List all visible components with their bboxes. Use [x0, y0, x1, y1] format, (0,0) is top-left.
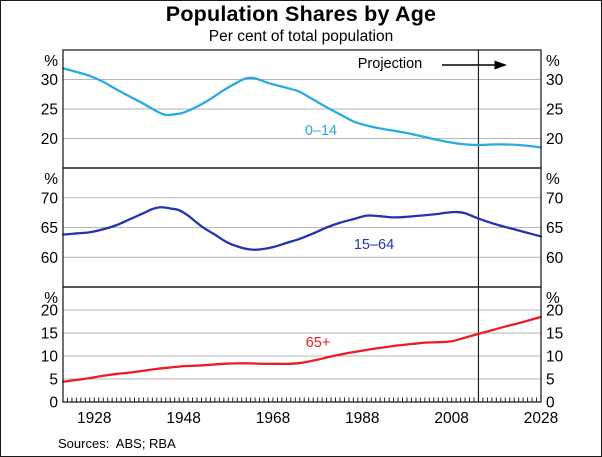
x-tick-label: 1968 [256, 410, 290, 427]
y-tick-label-left: 10 [41, 349, 59, 366]
y-axis-unit-left: % [44, 53, 58, 70]
y-axis-unit-right: % [546, 171, 560, 188]
series-line-2 [61, 315, 543, 383]
y-tick-label-left: 60 [41, 250, 59, 267]
y-tick-label-left: 65 [41, 220, 58, 237]
x-tick-label: 1988 [345, 410, 379, 427]
y-tick-label-left: 25 [41, 102, 58, 119]
series-label-15-64: 15–64 [353, 237, 395, 253]
y-tick-label-right: 0 [546, 395, 555, 412]
series-label-65-plus: 65+ [305, 335, 331, 351]
y-tick-label-right: 70 [546, 190, 564, 207]
y-tick-label-right: 5 [546, 372, 555, 389]
y-tick-label-left: 70 [41, 190, 59, 207]
y-axis-unit-left: % [44, 290, 58, 307]
chart-title: Population Shares by Age [165, 2, 437, 26]
x-tick-label: 2028 [524, 410, 558, 427]
y-tick-label-right: 20 [546, 131, 564, 148]
y-tick-label-right: 10 [546, 349, 564, 366]
y-tick-label-right: 30 [546, 72, 564, 89]
x-tick-label: 1948 [166, 410, 200, 427]
y-tick-label-left: 0 [49, 395, 58, 412]
y-tick-label-right: 15 [546, 326, 563, 343]
y-tick-label-left: 5 [49, 372, 58, 389]
series-label-0-14: 0–14 [304, 123, 338, 139]
y-axis-unit-right: % [546, 53, 560, 70]
y-tick-label-left: 15 [41, 326, 58, 343]
y-axis-unit-left: % [44, 171, 58, 188]
chart-subtitle: Per cent of total population [208, 28, 394, 45]
y-tick-label-right: 25 [546, 102, 563, 119]
projection-arrowhead [494, 60, 507, 70]
y-tick-label-right: 20 [546, 303, 564, 320]
x-tick-label: 2008 [434, 410, 468, 427]
projection-label: Projection [357, 56, 423, 72]
panel-frame [62, 286, 542, 403]
y-tick-label-left: 20 [41, 303, 59, 320]
series-line-0 [61, 67, 543, 149]
y-tick-label-left: 20 [41, 131, 59, 148]
y-tick-label-right: 65 [546, 220, 563, 237]
series-line-1 [61, 206, 543, 251]
sources-note: Sources: ABS; RBA [58, 436, 176, 451]
y-axis-unit-right: % [546, 290, 560, 307]
y-tick-label-right: 60 [546, 250, 564, 267]
x-tick-label: 1928 [77, 410, 111, 427]
y-tick-label-left: 30 [41, 72, 59, 89]
